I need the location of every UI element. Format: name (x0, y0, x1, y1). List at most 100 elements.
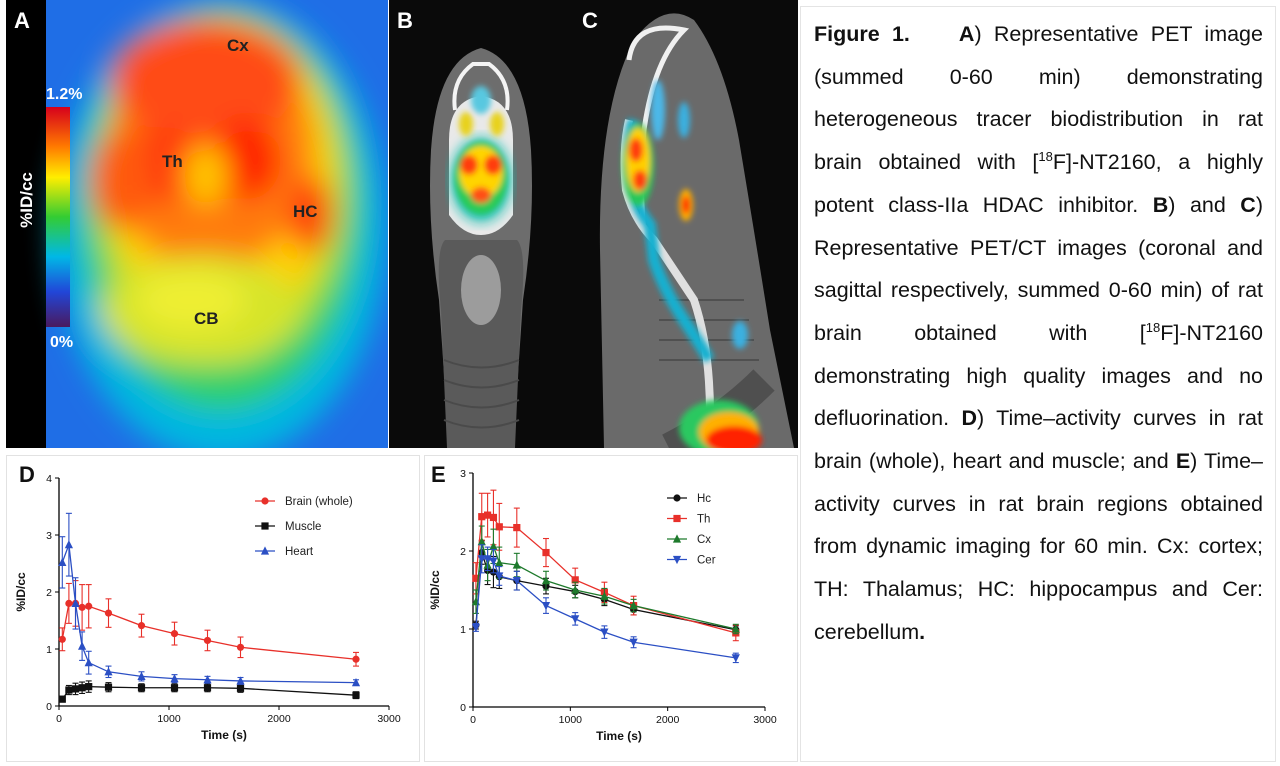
data-point (495, 558, 504, 567)
data-point (84, 658, 93, 667)
data-point (104, 683, 113, 691)
y-tick-label: 1 (46, 644, 52, 656)
x-tick-label: 3000 (753, 714, 777, 726)
data-point (236, 643, 245, 651)
caption-e-text: ) Time–activity curves in rat brain regi… (814, 449, 1263, 644)
data-point (71, 685, 80, 693)
y-tick-label: 0 (460, 702, 466, 714)
data-point (170, 674, 179, 683)
data-point (137, 684, 146, 692)
caption-figure-label: Figure 1. (814, 22, 910, 46)
data-point (236, 676, 245, 685)
caption-a-text: ) Representative PET image (summed 0-60 … (814, 22, 1263, 175)
data-point (170, 630, 179, 638)
pet-heatmap (46, 0, 388, 448)
data-point (71, 598, 80, 607)
sagittal-petct-image (599, 13, 794, 448)
data-point (58, 695, 66, 703)
series-line (475, 558, 736, 659)
data-point (571, 576, 579, 584)
x-axis-label: Time (s) (201, 728, 247, 742)
data-point (78, 641, 87, 650)
legend-label: Muscle (285, 521, 321, 533)
data-point (489, 513, 498, 522)
data-point (484, 511, 492, 519)
data-point (104, 667, 113, 676)
data-point (483, 555, 492, 564)
series-line (475, 514, 736, 634)
y-tick-label: 3 (460, 468, 466, 480)
y-tick-label: 3 (46, 530, 52, 542)
data-point (65, 599, 73, 607)
chart-e-tac-brain-regions: 0 1 2 3 0 1000 2000 3000 Time (s) %ID/cc Hc Th Cx Cer… (424, 455, 798, 762)
data-point (542, 548, 550, 557)
x-tick-label: 2000 (656, 714, 680, 726)
chart-d-svg: 0 1 2 3 4 0 1000 2000 3000 Time (s) %ID/cc Brain (w… (14, 473, 401, 742)
y-tick-label: 1 (460, 624, 466, 636)
data-point (495, 523, 503, 531)
figure-caption: Figure 1. A) Representative PET image (s… (800, 6, 1276, 762)
panel-c-sagittal-petct: C (574, 0, 798, 448)
legend-marker (260, 546, 270, 555)
panel-a-pet-image: A 1.2% 0% %ID/cc Cx Th HC CB (6, 0, 388, 448)
data-point (137, 671, 146, 680)
data-point (64, 540, 73, 549)
panel-e-letter: E (431, 462, 446, 487)
data-point (203, 684, 212, 692)
region-label-cx: Cx (227, 36, 249, 55)
data-point (512, 577, 521, 586)
caption-letter-e: E (1175, 449, 1191, 474)
legend-label: Heart (285, 546, 314, 558)
data-point (203, 636, 212, 645)
data-point (85, 683, 93, 691)
data-point (495, 572, 504, 581)
x-tick-label: 0 (56, 713, 62, 725)
caption-sup-2: 18 (1145, 319, 1161, 335)
x-tick-label: 2000 (267, 713, 291, 725)
legend-marker (673, 494, 681, 502)
panel-d-letter: D (19, 462, 35, 487)
caption-a-text-2: F]-NT2160, a highly potent class-IIa HDA… (814, 150, 1263, 217)
region-label-cb: CB (194, 309, 219, 328)
data-point (65, 686, 73, 694)
data-point (512, 560, 521, 569)
legend-marker (261, 497, 269, 505)
data-point (472, 574, 480, 582)
caption-letter-a: A (958, 22, 975, 46)
data-point (477, 537, 486, 546)
legend-label: Cx (697, 534, 711, 546)
data-point (170, 684, 179, 692)
data-point (352, 691, 360, 699)
data-point (203, 675, 212, 684)
chart-d-tac-whole-body: 0 1 2 3 4 0 1000 2000 3000 Time (s) %ID/cc Brain (w… (6, 455, 420, 762)
legend-label: Th (697, 514, 710, 526)
legend-marker (672, 534, 682, 543)
data-point (477, 555, 486, 564)
caption-text: Figure 1. A) Representative PET image (s… (814, 13, 1263, 654)
data-point (541, 602, 551, 611)
caption-sup-1: 18 (1038, 148, 1053, 164)
data-point (85, 602, 93, 610)
scale-min-label: 0% (50, 334, 74, 351)
caption-letter-c: C (1240, 192, 1256, 217)
series-heart (58, 512, 361, 687)
series-brain-whole- (58, 580, 360, 667)
x-tick-label: 1000 (157, 713, 181, 725)
panel-b-letter: B (397, 8, 413, 33)
caption-c-text-2: F]-NT2160 demonstrating high quality ima… (814, 320, 1263, 431)
data-point (137, 622, 146, 630)
y-axis-label: %ID/cc (14, 572, 28, 612)
y-tick-label: 4 (46, 473, 52, 485)
data-point (489, 557, 498, 566)
legend-marker (261, 522, 269, 530)
data-point (571, 585, 580, 594)
data-point (629, 638, 638, 647)
series-cx (471, 525, 740, 635)
y-tick-label: 0 (46, 701, 52, 713)
data-point (58, 635, 66, 643)
caption-letter-b: B (1152, 192, 1169, 217)
panel-c-letter: C (582, 8, 598, 33)
data-point (78, 684, 86, 692)
caption-c-text: ) Representative PET/CT images (coronal … (814, 192, 1263, 345)
legend-marker (672, 555, 682, 565)
